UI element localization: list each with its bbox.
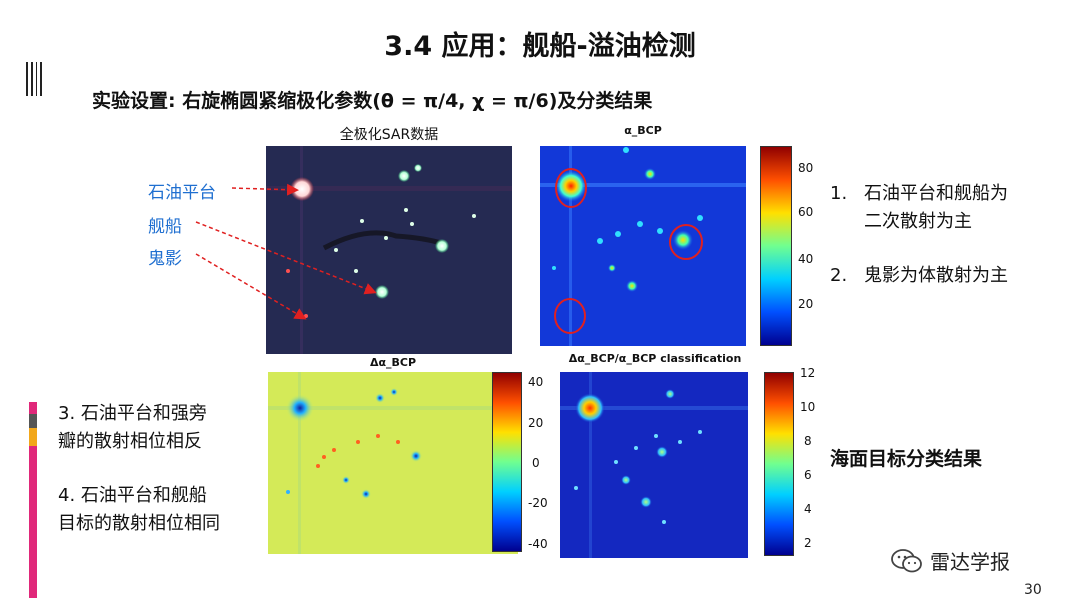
note-4: 4. 石油平台和舰船 目标的散射相位相同 [58, 482, 220, 538]
alpha-colorbar-tick: 80 [798, 161, 814, 175]
delta-colorbar-tick: -20 [528, 496, 548, 510]
note-4-line-2: 目标的散射相位相同 [58, 513, 220, 534]
note-2-text: 鬼影为体散射为主 [864, 265, 1008, 286]
page-number: 30 [1024, 582, 1042, 598]
delta-colorbar [492, 372, 522, 552]
note-1-line-2: 二次散射为主 [864, 211, 972, 232]
alpha-bcp-image [540, 146, 746, 346]
note-3: 3. 石油平台和强旁 瓣的散射相位相反 [58, 400, 207, 456]
class-colorbar-tick: 8 [804, 434, 812, 448]
side-bar-gray [29, 414, 37, 428]
class-colorbar-tick: 6 [804, 468, 812, 482]
sar-panel-title: 全极化SAR数据 [339, 127, 439, 143]
sar-image [266, 146, 512, 354]
note-2-number: 2. [830, 265, 848, 286]
decorative-bars-icon [26, 62, 42, 96]
delta-alpha-image [268, 372, 518, 554]
note-2: 2. 鬼影为体散射为主 [830, 262, 1008, 290]
slide-title: 3.4 应用：舰船-溢油检测 [384, 31, 696, 62]
slide-subtitle: 实验设置: 右旋椭圆紧缩极化参数(θ = π/4, χ = π/6)及分类结果 [92, 90, 653, 112]
delta-colorbar-tick: 40 [528, 375, 544, 389]
note-1: 1. 石油平台和舰船为 二次散射为主 [830, 180, 1008, 236]
platform-label: 石油平台 [148, 183, 216, 203]
note-3-line-2: 瓣的散射相位相反 [58, 431, 202, 452]
delta-colorbar-tick: 0 [532, 456, 540, 470]
classification-panel-title: Δα_BCP/α_BCP classification [568, 352, 742, 365]
note-1-line-1: 石油平台和舰船为 [864, 183, 1008, 204]
footer-brand: 雷达学报 [890, 546, 1010, 575]
classification-colorbar [764, 372, 794, 556]
wechat-icon [891, 548, 922, 572]
delta-colorbar-tick: -40 [528, 537, 548, 551]
class-colorbar-tick: 4 [804, 502, 812, 516]
classification-image [560, 372, 748, 558]
ship-label: 舰船 [148, 217, 182, 237]
alpha-colorbar [760, 146, 792, 346]
alpha-colorbar-tick: 20 [798, 297, 814, 311]
delta-colorbar-tick: 20 [528, 416, 544, 430]
note-4-line-1: 4. 石油平台和舰船 [58, 485, 207, 506]
delta-panel-title: Δα_BCP [369, 356, 417, 369]
footer-brand-text: 雷达学报 [930, 550, 1010, 574]
sea-result-label: 海面目标分类结果 [830, 448, 983, 470]
class-colorbar-tick: 10 [800, 400, 816, 414]
ghost-label: 鬼影 [148, 249, 182, 269]
note-3-line-1: 3. 石油平台和强旁 [58, 403, 207, 424]
alpha-panel-title: α_BCP [624, 124, 662, 137]
alpha-colorbar-tick: 60 [798, 205, 814, 219]
alpha-colorbar-tick: 40 [798, 252, 814, 266]
class-colorbar-tick: 2 [804, 536, 812, 550]
side-bar-magenta-top [29, 402, 37, 414]
class-colorbar-tick: 12 [800, 366, 816, 380]
side-bar-magenta [29, 446, 37, 598]
note-1-number: 1. [830, 183, 848, 204]
side-bar-orange [29, 428, 37, 446]
